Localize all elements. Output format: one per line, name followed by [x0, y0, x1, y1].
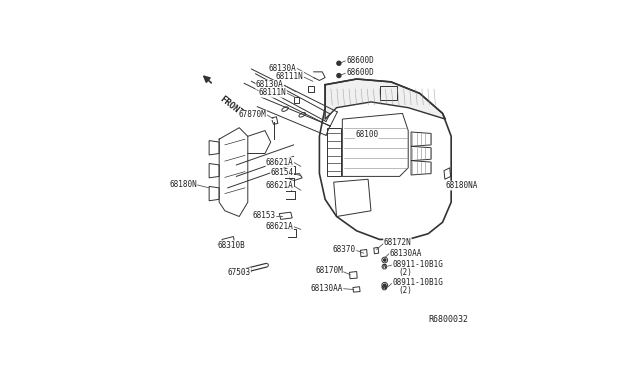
Text: 68130A: 68130A [256, 80, 284, 89]
Text: 08911-10B1G: 08911-10B1G [392, 279, 443, 288]
Text: 68172N: 68172N [383, 238, 412, 247]
Text: 68621A: 68621A [266, 158, 294, 167]
Polygon shape [325, 79, 445, 119]
Circle shape [383, 259, 386, 261]
Text: 67870M: 67870M [239, 110, 266, 119]
Text: 67503: 67503 [228, 268, 251, 277]
Text: FRONT: FRONT [218, 95, 244, 118]
Text: N: N [383, 285, 386, 290]
Text: (2): (2) [398, 268, 412, 277]
Text: 68621A: 68621A [266, 181, 294, 190]
Text: 68111N: 68111N [259, 88, 287, 97]
Text: 68600D: 68600D [347, 56, 374, 65]
Text: 68130A: 68130A [269, 64, 296, 73]
Text: 68180N: 68180N [169, 180, 197, 189]
Text: 68170M: 68170M [315, 266, 343, 275]
Text: R6800032: R6800032 [428, 315, 468, 324]
Text: 68600D: 68600D [347, 68, 374, 77]
Text: 68180NA: 68180NA [445, 181, 478, 190]
Text: N: N [383, 264, 386, 269]
Text: 68130AA: 68130AA [390, 248, 422, 258]
Text: 68111N: 68111N [276, 72, 303, 81]
Text: (2): (2) [398, 286, 412, 295]
Text: 68100: 68100 [355, 130, 378, 140]
Text: 68130AA: 68130AA [310, 283, 343, 293]
Text: 68621A: 68621A [266, 222, 294, 231]
Circle shape [337, 74, 341, 78]
Text: 68370: 68370 [333, 245, 356, 254]
Text: 08911-10B1G: 08911-10B1G [392, 260, 443, 269]
Circle shape [383, 284, 386, 286]
Circle shape [337, 61, 341, 65]
Text: 68310B: 68310B [218, 241, 246, 250]
Text: 68153: 68153 [253, 211, 276, 221]
Text: 68154: 68154 [271, 169, 294, 177]
